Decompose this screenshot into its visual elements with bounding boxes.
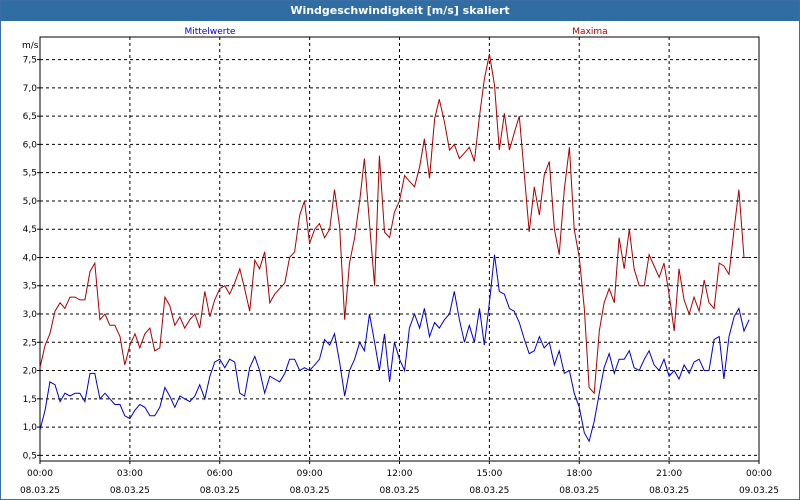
series-line-mittelwerte [39,254,750,443]
legend-mittelwerte: Mittelwerte [184,27,235,37]
y-tick-label: 1,0 [23,423,38,433]
y-tick-label: 4,0 [23,253,38,263]
y-tick-label: 3,5 [23,282,37,292]
x-tick-date-label: 08.03.25 [559,486,599,496]
x-tick-date-label: 09.03.25 [739,486,779,496]
x-tick-time-label: 21:00 [656,469,682,479]
x-tick-date-label: 08.03.25 [379,486,419,496]
x-tick-date-label: 08.03.25 [20,486,60,496]
x-tick-time-label: 00:00 [746,469,772,479]
legend-maxima: Maxima [572,27,607,37]
x-tick-date-label: 08.03.25 [290,486,330,496]
y-tick-label: 5,5 [23,169,37,179]
x-axis-ticks: 00:00 08.03.25 03:00 08.03.25 06:00 08.03.25 0… [20,461,779,496]
y-tick-label: 3,0 [23,310,38,320]
x-tick-date-label: 08.03.25 [200,486,240,496]
window-title: Windgeschwindigkeit [m/s] skaliert [1,1,799,21]
x-tick-time-label: 06:00 [207,469,233,479]
y-tick-label: 4,5 [23,225,37,235]
x-tick-date-label: 08.03.25 [469,486,509,496]
grid-lines [39,37,760,461]
y-tick-label: 6,5 [23,112,37,122]
series-group [39,53,750,443]
x-tick-time-label: 00:00 [27,469,53,479]
y-axis-unit-label: m/s [22,41,39,51]
x-tick-date-label: 08.03.25 [110,486,150,496]
y-tick-label: 7,0 [23,84,38,94]
x-tick-time-label: 09:00 [297,469,323,479]
y-tick-label: 2,5 [23,338,37,348]
y-tick-label: 2,0 [23,367,38,377]
y-tick-label: 7,5 [23,56,37,66]
series-line-maxima [39,53,750,395]
x-tick-time-label: 15:00 [476,469,502,479]
x-tick-time-label: 18:00 [566,469,592,479]
x-tick-time-label: 03:00 [117,469,143,479]
x-tick-date-label: 08.03.25 [649,486,689,496]
x-tick-time-label: 12:00 [387,469,413,479]
y-tick-label: 6,0 [23,140,38,150]
y-axis-ticks: 0,5 1,0 1,5 2,0 2,5 3,0 3,5 4,0 4,5 5,0 5,5 6,0 6,5 7… [23,56,40,461]
y-tick-label: 0,5 [23,451,37,461]
y-tick-label: 1,5 [23,395,37,405]
y-tick-label: 5,0 [23,197,38,207]
